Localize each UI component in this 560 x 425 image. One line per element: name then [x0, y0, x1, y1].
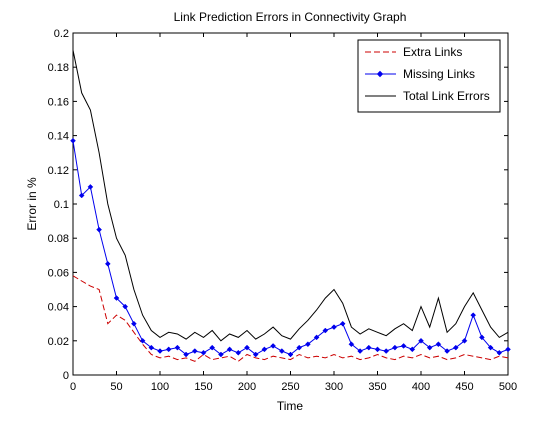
- y-tick-label: 0.18: [48, 62, 69, 74]
- legend-label: Extra Links: [403, 45, 462, 59]
- y-tick-label: 0.16: [48, 96, 69, 108]
- series-point-missing-links: [262, 347, 267, 352]
- x-axis-title: Time: [277, 399, 304, 413]
- series-line-extra-links: [73, 276, 508, 362]
- series-point-missing-links: [384, 349, 389, 354]
- x-tick-label: 100: [151, 381, 169, 393]
- series-point-missing-links: [71, 138, 76, 143]
- series-point-missing-links: [166, 347, 171, 352]
- y-tick-label: 0.02: [48, 336, 69, 348]
- series-point-missing-links: [158, 349, 163, 354]
- series-point-missing-links: [392, 345, 397, 350]
- series-point-missing-links: [332, 325, 337, 330]
- y-tick-label: 0: [63, 370, 69, 382]
- series-point-missing-links: [271, 343, 276, 348]
- series-point-missing-links: [201, 350, 206, 355]
- x-tick-label: 250: [281, 381, 299, 393]
- chart-title: Link Prediction Errors in Connectivity G…: [174, 10, 407, 24]
- x-tick-label: 150: [194, 381, 212, 393]
- series-line-missing-links: [73, 141, 508, 355]
- series-point-missing-links: [236, 350, 241, 355]
- y-tick-label: 0.2: [54, 28, 69, 40]
- series-point-missing-links: [375, 347, 380, 352]
- y-tick-label: 0.04: [48, 302, 69, 314]
- series-point-missing-links: [340, 321, 345, 326]
- y-tick-label: 0.08: [48, 233, 69, 245]
- legend: Extra Links Missing Links Total Link Error…: [358, 40, 500, 112]
- series-point-missing-links: [105, 261, 110, 266]
- x-tick-label: 300: [325, 381, 343, 393]
- x-tick-label: 0: [70, 381, 76, 393]
- x-tick-label: 400: [412, 381, 430, 393]
- series-point-missing-links: [131, 321, 136, 326]
- x-tick-label: 450: [455, 381, 473, 393]
- x-tick-label: 200: [238, 381, 256, 393]
- series-point-missing-links: [279, 349, 284, 354]
- series-point-missing-links: [192, 349, 197, 354]
- series-point-missing-links: [471, 313, 476, 318]
- y-tick-label: 0.1: [54, 199, 69, 211]
- y-tick-label: 0.12: [48, 165, 69, 177]
- x-tick-label: 500: [499, 381, 517, 393]
- series-point-missing-links: [506, 347, 511, 352]
- legend-label: Missing Links: [403, 67, 475, 81]
- series-point-missing-links: [401, 343, 406, 348]
- y-tick-label: 0.14: [48, 131, 69, 143]
- series-point-missing-links: [366, 345, 371, 350]
- series-point-missing-links: [227, 347, 232, 352]
- series-point-missing-links: [97, 227, 102, 232]
- legend-label: Total Link Errors: [403, 89, 490, 103]
- x-tick-label: 350: [368, 381, 386, 393]
- y-axis-title: Error in %: [25, 177, 39, 231]
- series-point-missing-links: [497, 350, 502, 355]
- y-tick-label: 0.06: [48, 267, 69, 279]
- x-tick-label: 50: [110, 381, 122, 393]
